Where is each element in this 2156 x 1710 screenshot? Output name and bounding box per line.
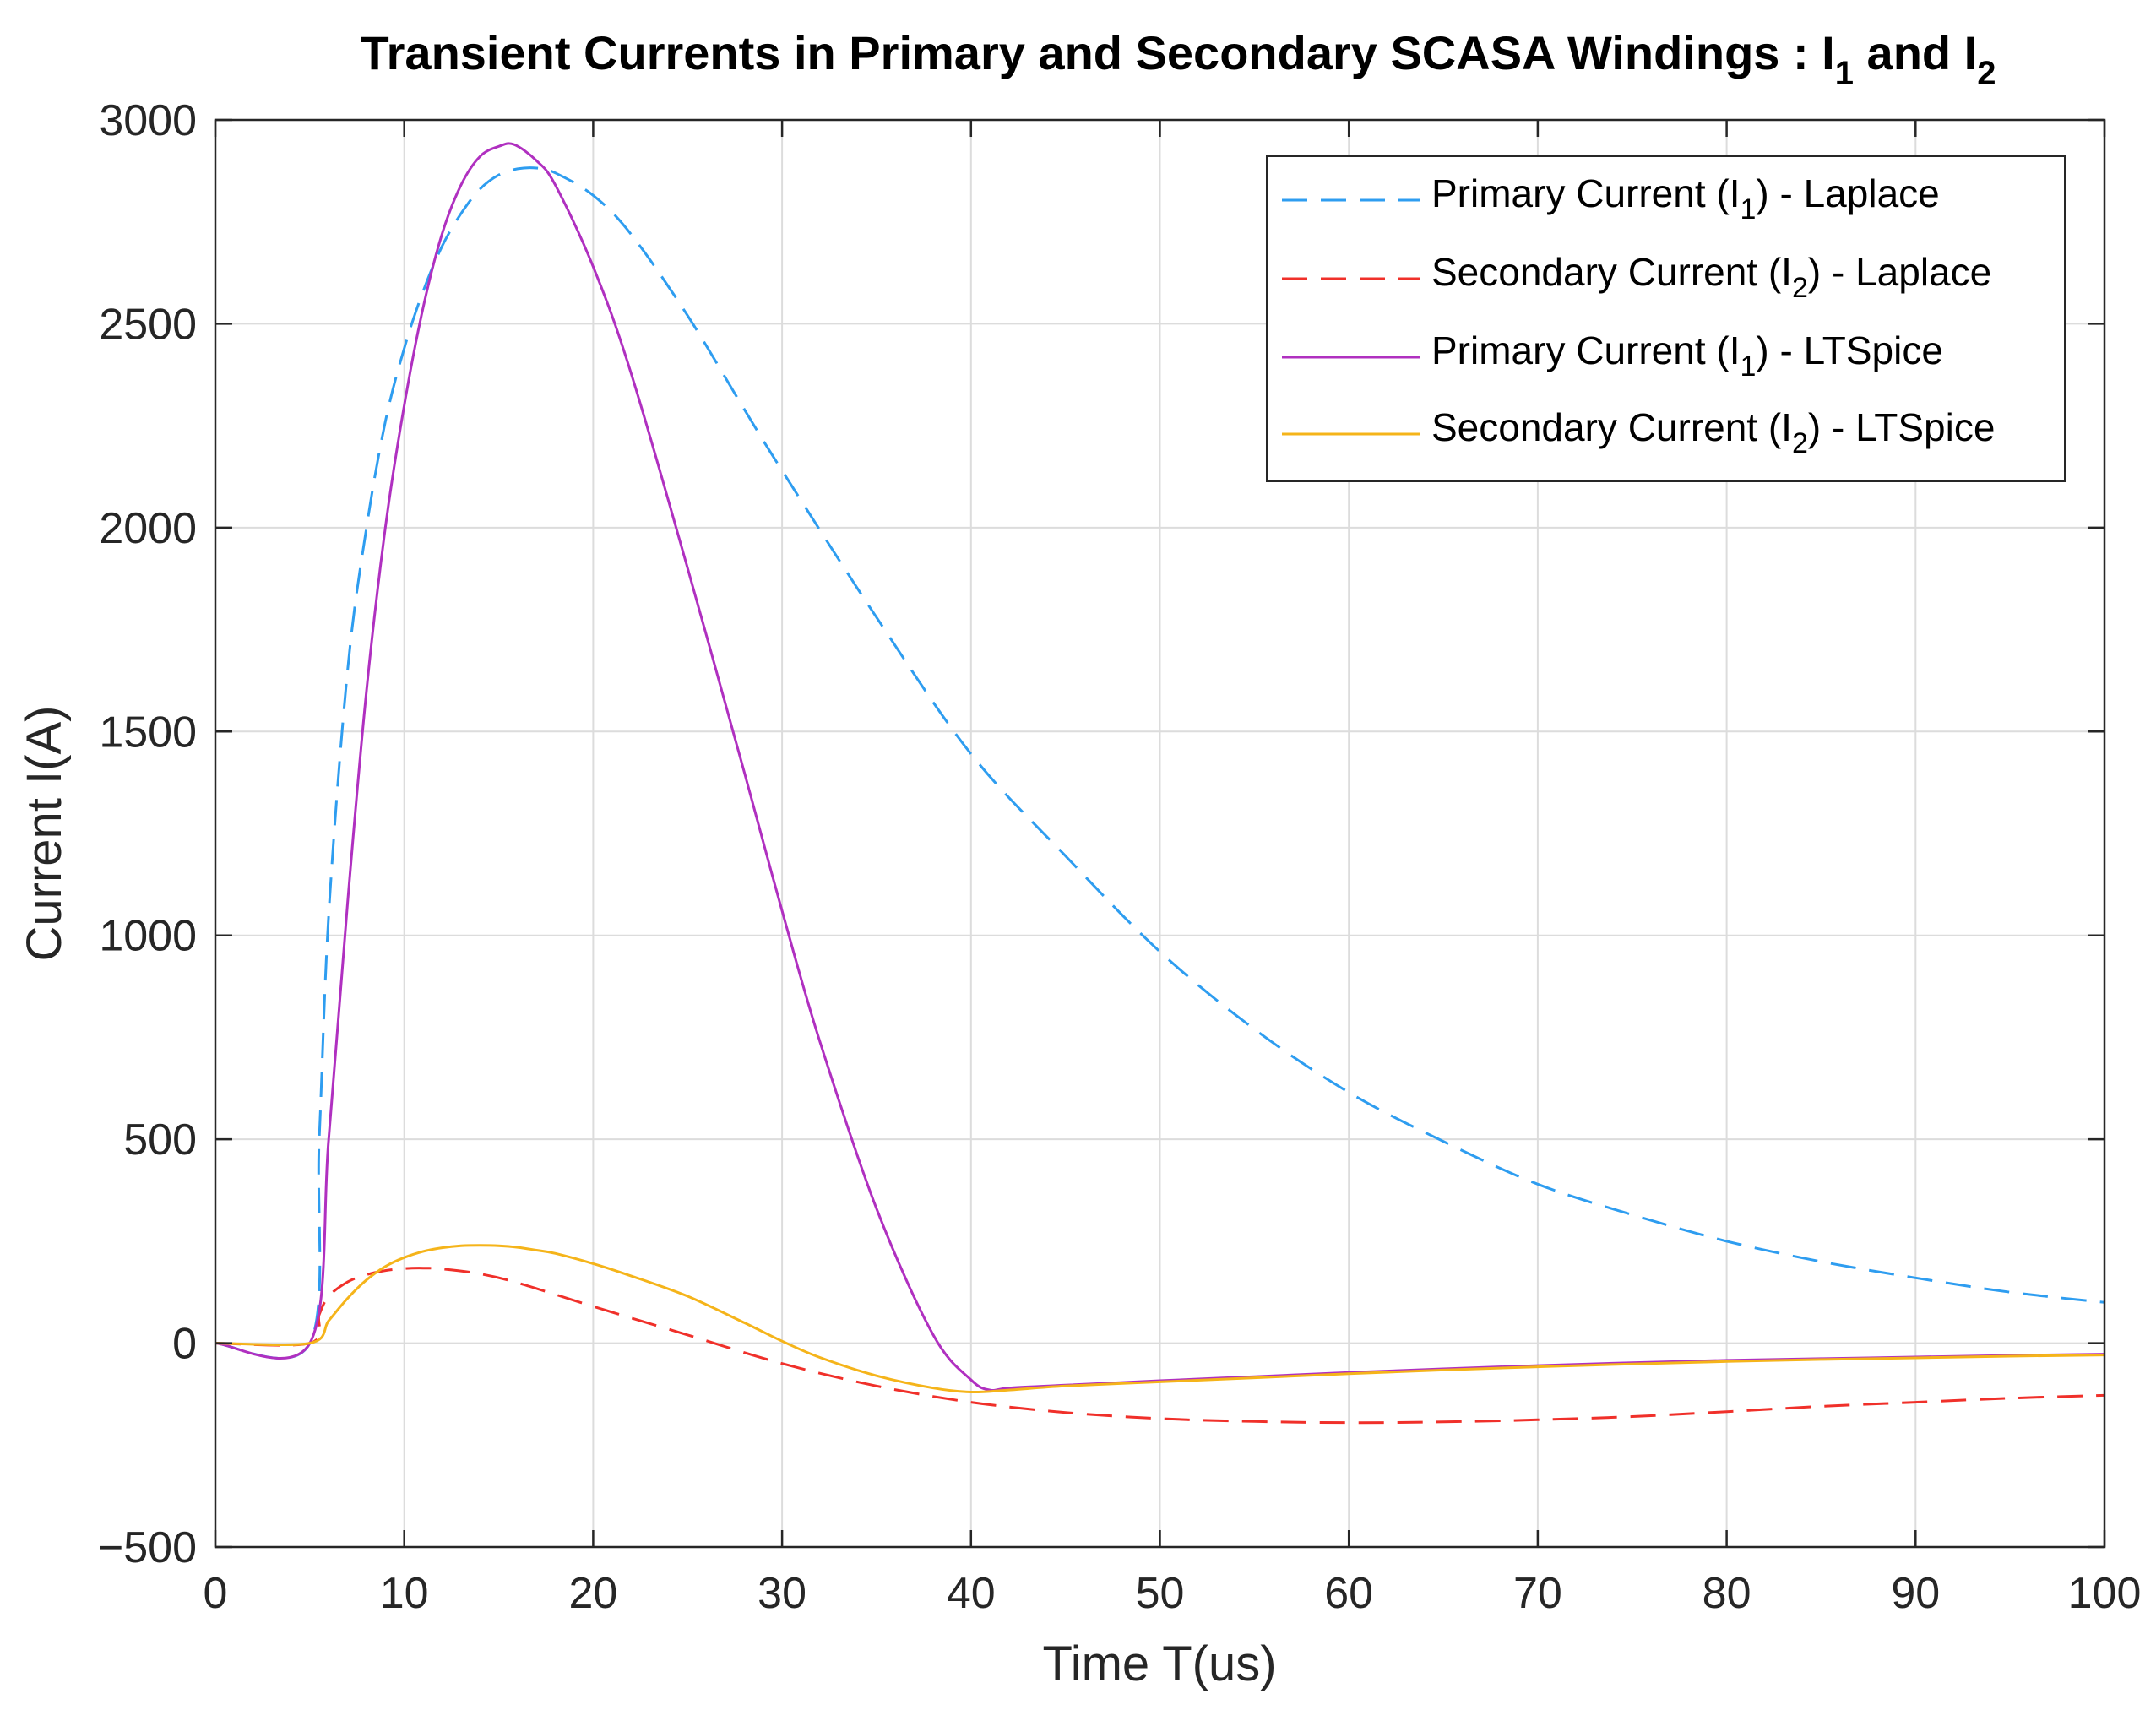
y-tick-label--500: −500	[98, 1523, 197, 1572]
legend-label-secondary-ltspice: Secondary Current (I2) - LTSpice	[1431, 405, 1995, 459]
ticks	[214, 118, 2106, 1549]
legend-label-primary-ltspice: Primary Current (I1) - LTSpice	[1431, 328, 1943, 383]
series-primary-laplace	[215, 166, 2105, 1360]
y-tick-label-1000: 1000	[99, 912, 197, 961]
x-axis-label: Time T(us)	[1042, 1637, 1276, 1691]
y-tick-label-0: 0	[172, 1320, 197, 1369]
x-tick-label-0: 0	[204, 1569, 228, 1618]
x-tick-label-20: 20	[568, 1569, 617, 1618]
x-tick-label-60: 60	[1324, 1569, 1373, 1618]
series-primary-ltspice	[215, 142, 2105, 1392]
series-secondary-ltspice	[215, 1244, 2105, 1394]
legend: Primary Current (I1) - Laplace Secondary…	[1266, 155, 2066, 482]
x-tick-label-90: 90	[1891, 1569, 1940, 1618]
y-tick-label-3000: 3000	[99, 96, 197, 145]
y-tick-label-500: 500	[123, 1116, 197, 1164]
series-secondary-laplace	[215, 1267, 2105, 1425]
y-tick-label-1500: 1500	[99, 708, 197, 757]
x-tick-label-100: 100	[2068, 1569, 2142, 1618]
series-layer	[215, 142, 2105, 1425]
tick-labels: 0 10 20 30 40 50 60 70 80 90 100−50005001000150020…	[98, 96, 2142, 1618]
y-tick-label-2500: 2500	[99, 300, 197, 349]
legend-label-primary-laplace: Primary Current (I1) - Laplace	[1431, 171, 1940, 225]
x-tick-label-70: 70	[1513, 1569, 1562, 1618]
chart-title-sub1: 1	[1835, 55, 1854, 92]
y-tick-label-2000: 2000	[99, 504, 197, 553]
x-tick-label-10: 10	[380, 1569, 429, 1618]
chart-title: Transient Currents in Primary and Second…	[361, 26, 1996, 92]
legend-label-secondary-laplace: Secondary Current (I2) - Laplace	[1431, 250, 1991, 304]
y-axis-label: Current I(A)	[17, 706, 72, 962]
x-tick-label-50: 50	[1136, 1569, 1185, 1618]
x-tick-label-80: 80	[1703, 1569, 1751, 1618]
x-tick-label-40: 40	[947, 1569, 996, 1618]
legend-box	[1266, 155, 2066, 482]
chart-title-sub2: 2	[1977, 55, 1996, 92]
x-tick-label-30: 30	[758, 1569, 806, 1618]
